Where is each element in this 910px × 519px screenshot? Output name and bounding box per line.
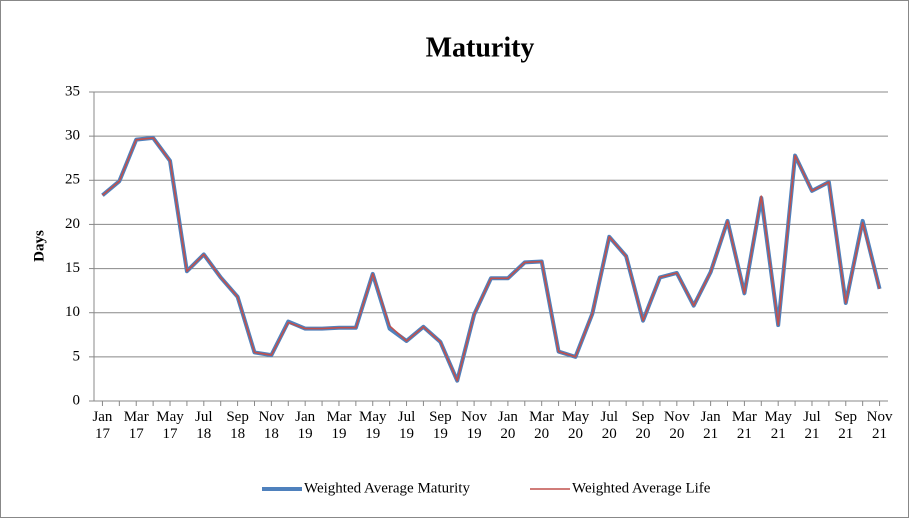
x-tick-label: Nov 19 <box>461 409 488 442</box>
x-tick-label: May 17 <box>156 409 184 442</box>
y-tick-label: 20 <box>65 216 80 232</box>
x-tick-label: May 20 <box>561 409 590 442</box>
x-tick-label: Sep 18 <box>226 409 249 442</box>
y-tick-label: 5 <box>73 348 81 364</box>
y-axis-label: Days <box>31 230 47 262</box>
chart-title: Maturity <box>426 32 535 63</box>
x-tick-label: Jan 17 <box>92 409 113 442</box>
x-tick-label: Mar 17 <box>123 409 149 442</box>
y-tick-label: 0 <box>73 392 81 408</box>
x-tick-label: Mar 21 <box>731 409 757 442</box>
x-tick-label: May 21 <box>764 409 792 442</box>
x-tick-label: Jan 21 <box>700 409 721 442</box>
y-tick-label: 35 <box>65 83 80 99</box>
x-tick-label: Jul 18 <box>195 409 213 442</box>
y-tick-label: 30 <box>65 128 80 144</box>
x-tick-label: Sep 21 <box>834 409 858 442</box>
y-tick-label: 15 <box>65 260 80 276</box>
series-line <box>101 137 881 382</box>
x-tick-label: Sep 20 <box>631 409 655 442</box>
x-tick-label: Nov 18 <box>258 409 285 442</box>
y-tick-label: 10 <box>65 304 80 320</box>
x-tick-label: Mar 19 <box>326 409 352 442</box>
x-tick-label: Jul 20 <box>600 409 618 442</box>
x-tick-label: Mar 20 <box>529 409 555 442</box>
x-tick-label: Jan 20 <box>497 409 518 442</box>
y-tick-label: 25 <box>65 172 80 188</box>
x-tick-label: Jul 21 <box>803 409 821 442</box>
x-tick-label: May 19 <box>358 409 387 442</box>
legend-label: Weighted Average Life <box>572 480 711 496</box>
x-tick-label: Nov 21 <box>866 409 893 442</box>
x-tick-label: Jan 19 <box>295 409 316 442</box>
x-tick-label: Nov 20 <box>663 409 690 442</box>
legend-label: Weighted Average Maturity <box>304 480 470 496</box>
x-tick-label: Sep 19 <box>429 409 452 442</box>
x-tick-label: Jul 19 <box>397 409 416 442</box>
